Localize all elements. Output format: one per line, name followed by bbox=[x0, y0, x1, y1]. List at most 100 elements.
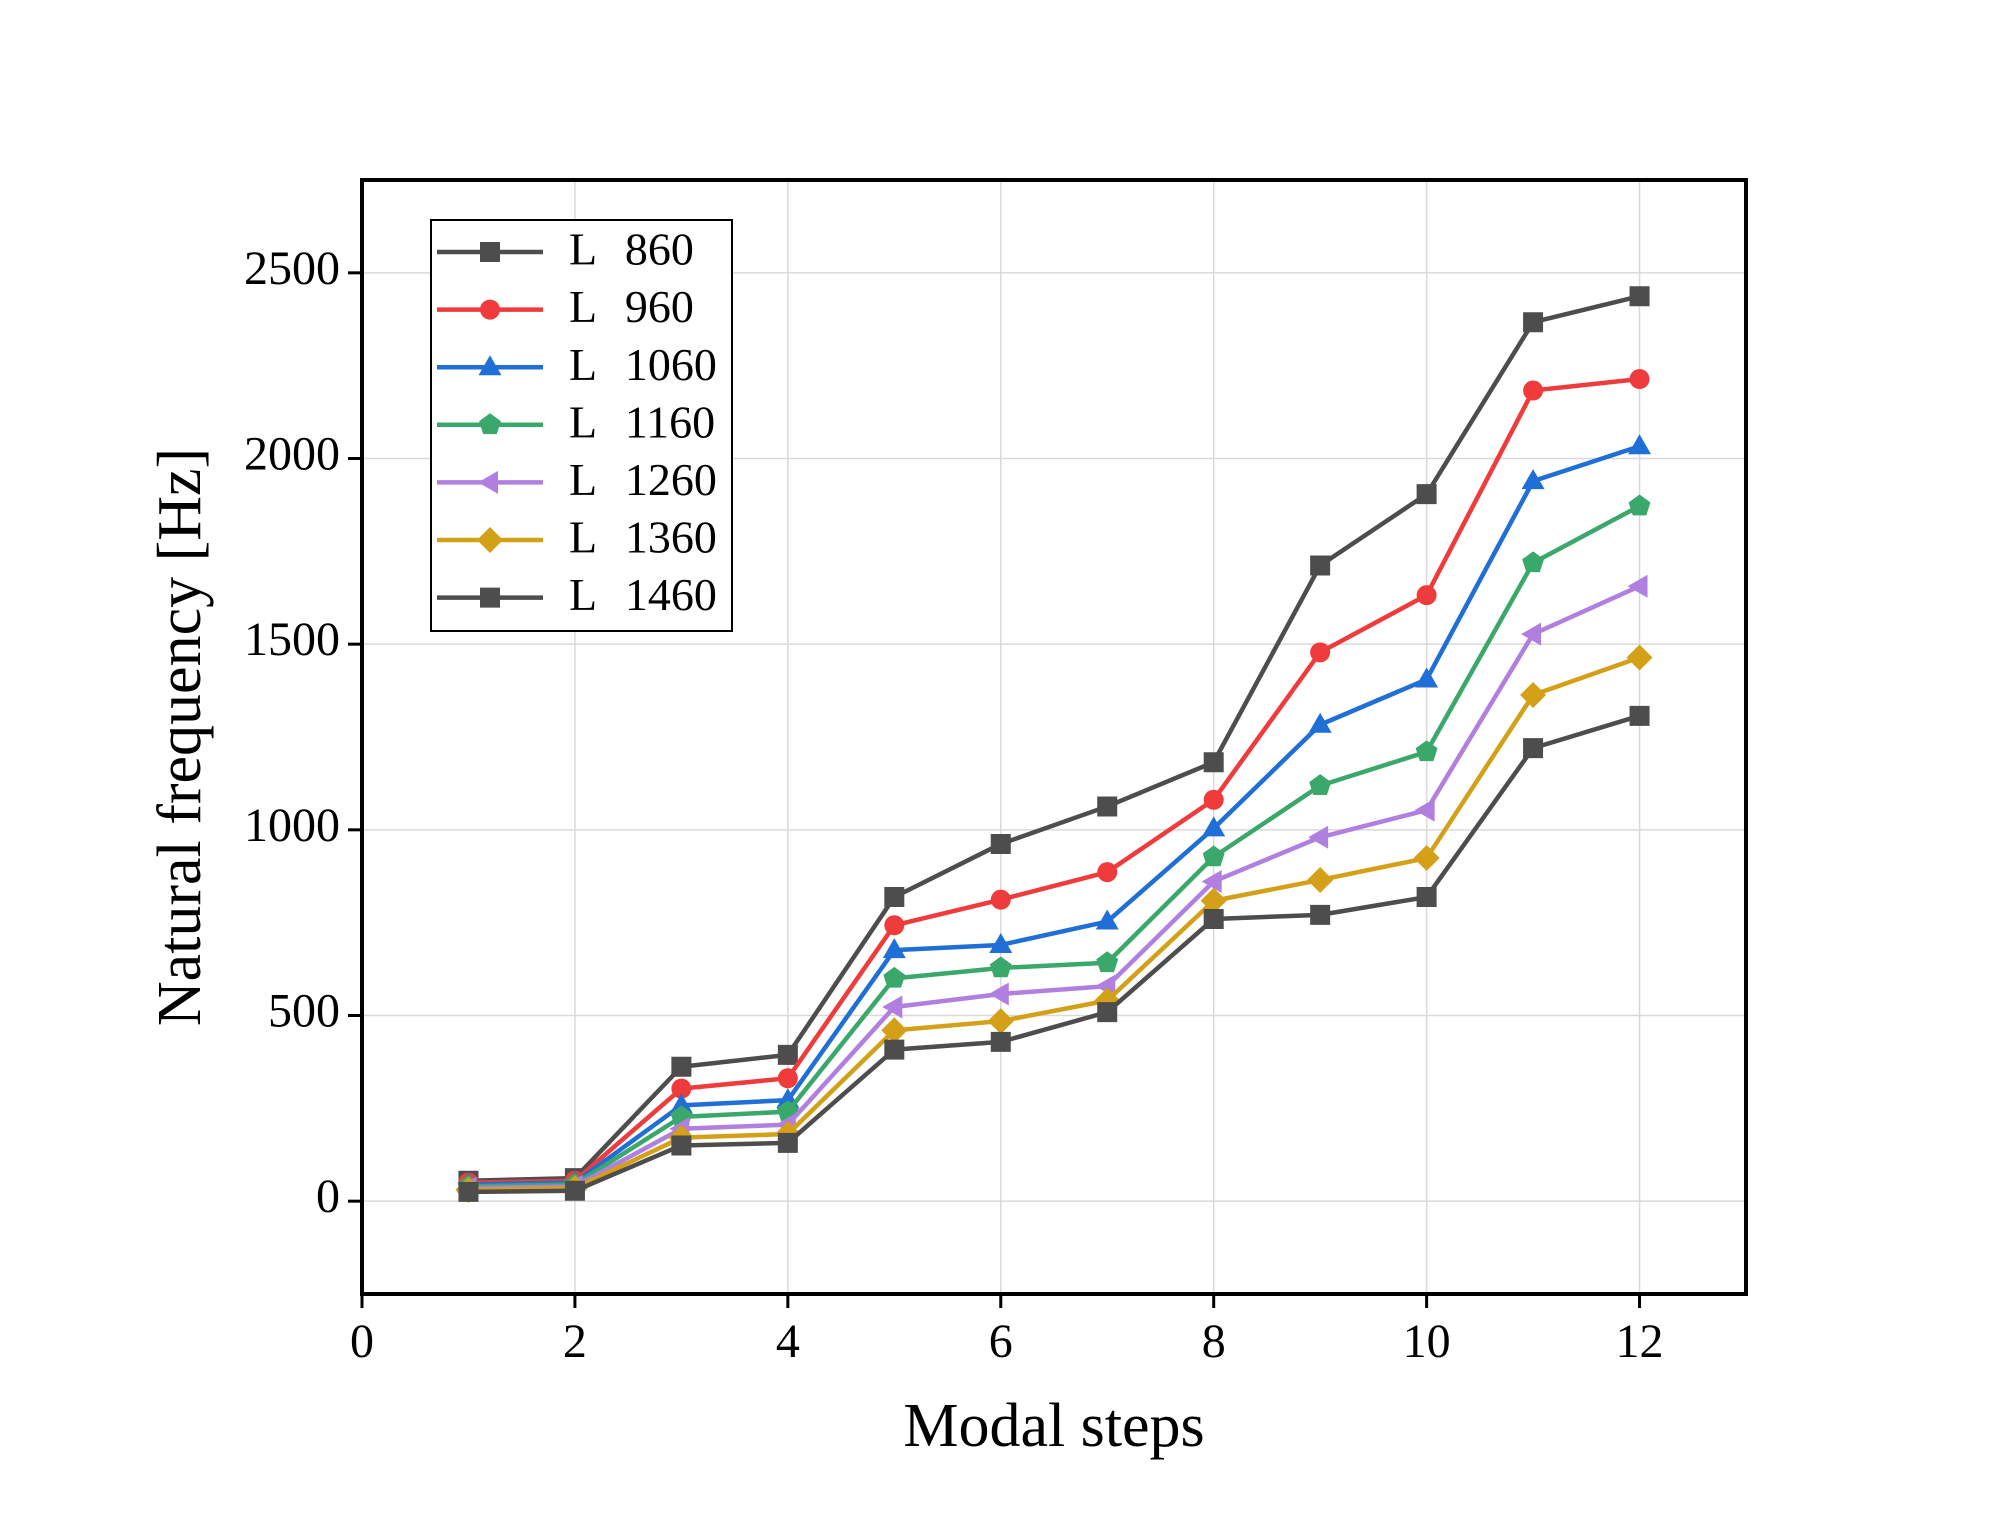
marker bbox=[1520, 682, 1547, 709]
marker bbox=[1310, 642, 1331, 663]
marker bbox=[990, 1031, 1011, 1052]
marker bbox=[1203, 752, 1224, 773]
marker bbox=[1097, 796, 1118, 817]
marker bbox=[478, 470, 498, 494]
y-axis-title: Natural frequency [Hz] bbox=[146, 448, 214, 1026]
marker bbox=[480, 242, 500, 262]
series-line bbox=[468, 655, 1641, 1193]
series-line bbox=[468, 584, 1641, 1191]
marker bbox=[671, 1056, 692, 1077]
marker bbox=[1628, 434, 1652, 455]
marker bbox=[1202, 816, 1226, 837]
x-tick-label: 4 bbox=[776, 1315, 800, 1368]
marker bbox=[1310, 904, 1331, 925]
series-line bbox=[468, 294, 1641, 1183]
marker bbox=[1416, 887, 1437, 908]
y-tick-label: 2000 bbox=[244, 428, 340, 481]
x-axis-title: Modal steps bbox=[903, 1392, 1204, 1460]
marker bbox=[777, 1132, 798, 1153]
legend-label: L 1460 bbox=[569, 569, 717, 620]
marker bbox=[1203, 789, 1224, 810]
x-tick-label: 2 bbox=[563, 1315, 587, 1368]
series-line bbox=[468, 444, 1641, 1187]
x-tick-label: 6 bbox=[989, 1315, 1013, 1368]
marker bbox=[882, 995, 903, 1019]
marker bbox=[1308, 825, 1329, 849]
series-line bbox=[468, 376, 1640, 1185]
marker bbox=[1416, 484, 1437, 505]
marker bbox=[1095, 909, 1119, 930]
marker bbox=[989, 956, 1012, 978]
marker bbox=[1309, 774, 1332, 795]
series-line bbox=[468, 504, 1641, 1189]
legend-label: L 1160 bbox=[569, 396, 715, 447]
y-tick-label: 1000 bbox=[244, 799, 340, 852]
marker bbox=[882, 938, 906, 959]
marker bbox=[990, 889, 1011, 910]
marker bbox=[884, 1039, 905, 1060]
marker bbox=[1522, 551, 1545, 573]
x-tick-label: 8 bbox=[1202, 1315, 1226, 1368]
marker bbox=[479, 413, 501, 435]
x-tick-label: 0 bbox=[350, 1315, 374, 1368]
marker bbox=[1521, 469, 1545, 490]
series-line bbox=[468, 713, 1641, 1195]
marker bbox=[1096, 951, 1119, 973]
marker bbox=[1202, 845, 1225, 867]
marker bbox=[1629, 286, 1650, 307]
legend-label: L 1260 bbox=[569, 454, 717, 505]
marker bbox=[884, 887, 905, 908]
marker bbox=[564, 1180, 585, 1201]
marker bbox=[1200, 887, 1227, 914]
plot-frame bbox=[360, 178, 1748, 1296]
marker bbox=[883, 966, 906, 988]
marker bbox=[1416, 585, 1437, 606]
marker bbox=[480, 299, 500, 320]
marker bbox=[1629, 705, 1650, 726]
marker bbox=[480, 587, 500, 608]
y-tick-label: 1500 bbox=[244, 613, 340, 666]
marker bbox=[1627, 574, 1648, 598]
marker bbox=[1415, 667, 1439, 688]
marker bbox=[1201, 869, 1222, 893]
marker bbox=[671, 1078, 692, 1099]
marker bbox=[1523, 738, 1544, 759]
marker bbox=[1203, 908, 1224, 929]
marker bbox=[884, 915, 905, 936]
marker bbox=[478, 355, 502, 376]
marker bbox=[1097, 1002, 1118, 1023]
marker bbox=[1415, 740, 1438, 762]
legend-label: L 960 bbox=[569, 281, 694, 332]
marker bbox=[1414, 798, 1435, 822]
marker bbox=[990, 833, 1011, 854]
marker bbox=[458, 1181, 479, 1202]
marker bbox=[1523, 380, 1544, 401]
x-tick-label: 12 bbox=[1616, 1315, 1664, 1368]
legend-label: L 1060 bbox=[569, 339, 717, 390]
y-tick-label: 500 bbox=[268, 985, 340, 1038]
y-tick-label: 2500 bbox=[244, 242, 340, 295]
marker bbox=[987, 1008, 1014, 1035]
marker bbox=[777, 1068, 798, 1089]
marker bbox=[1523, 312, 1544, 333]
marker bbox=[671, 1135, 692, 1156]
marker bbox=[1097, 862, 1118, 883]
marker bbox=[1308, 712, 1332, 733]
marker bbox=[1413, 845, 1440, 872]
marker bbox=[777, 1044, 798, 1065]
marker bbox=[881, 1017, 908, 1044]
legend-label: L 1360 bbox=[569, 512, 717, 563]
marker bbox=[1629, 369, 1650, 390]
marker bbox=[477, 527, 503, 553]
marker bbox=[1310, 555, 1331, 576]
legend-label: L 860 bbox=[569, 224, 694, 275]
marker bbox=[989, 932, 1013, 953]
marker bbox=[669, 1093, 693, 1114]
marker bbox=[1521, 622, 1542, 646]
x-tick-label: 10 bbox=[1403, 1315, 1451, 1368]
y-tick-label: 0 bbox=[316, 1170, 340, 1223]
marker bbox=[988, 982, 1009, 1006]
marker bbox=[1626, 644, 1653, 671]
